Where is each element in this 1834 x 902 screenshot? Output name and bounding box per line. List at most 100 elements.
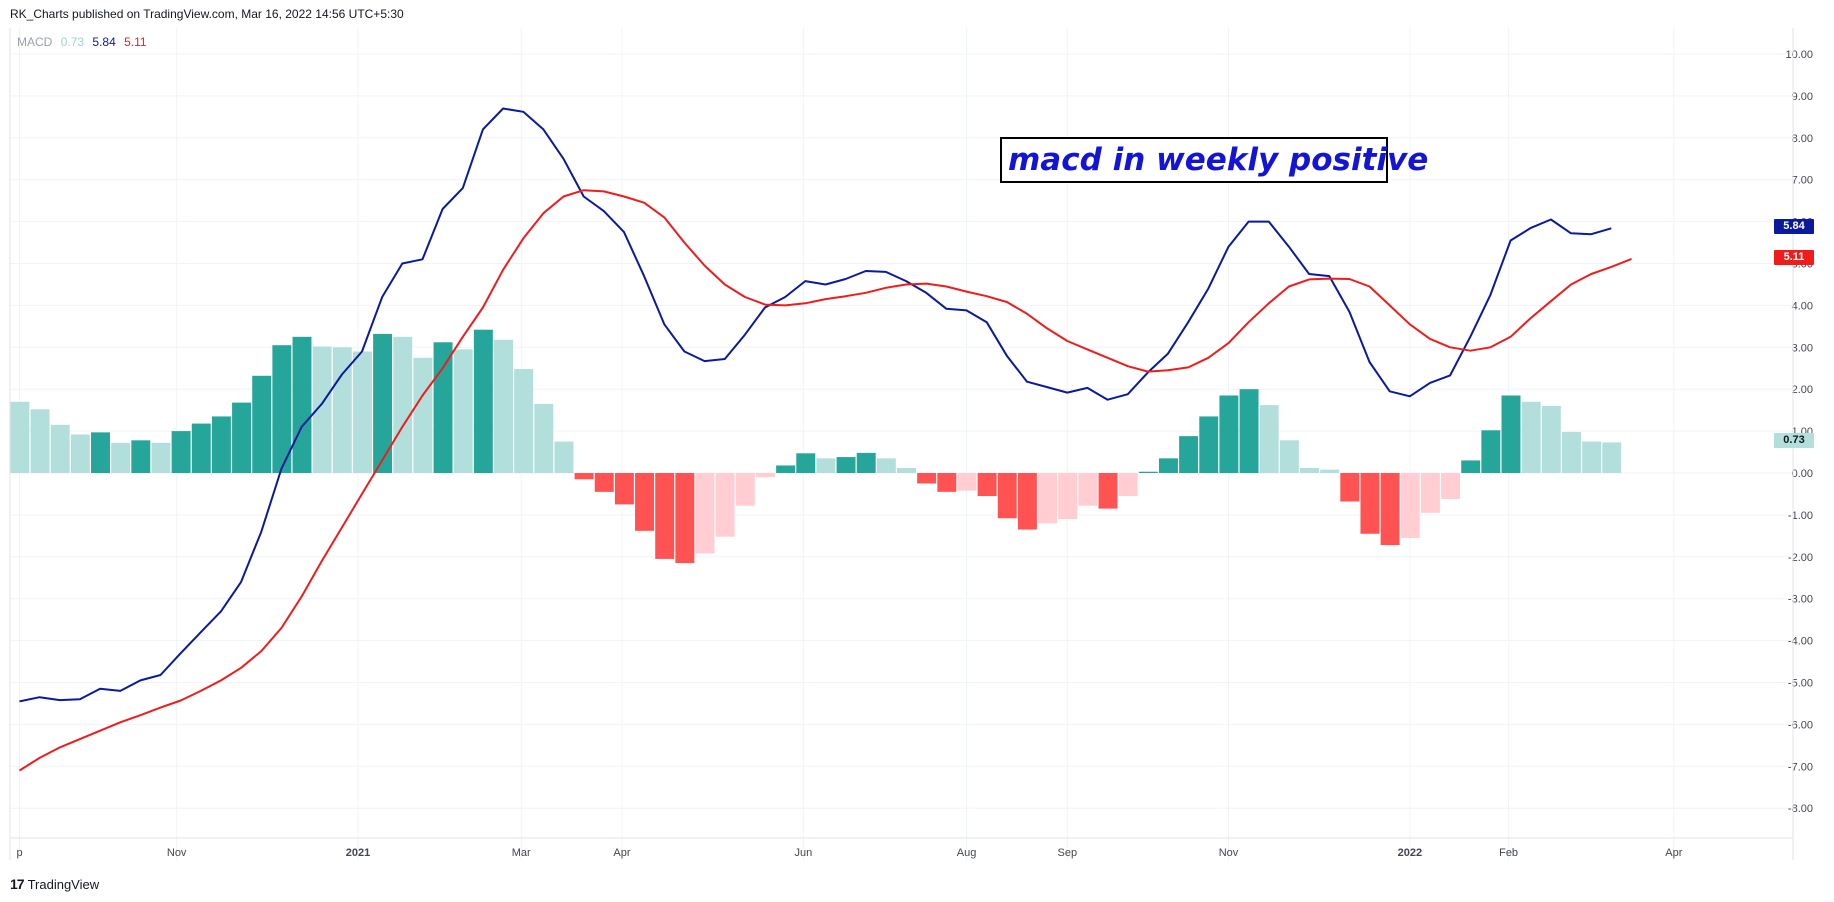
histogram-bar: [1098, 473, 1118, 509]
macd-line: [19, 107, 1612, 703]
histogram-bar: [191, 423, 211, 473]
histogram-bar: [695, 473, 715, 554]
histogram-bar: [776, 465, 796, 473]
histogram-bar: [1561, 431, 1581, 473]
histogram-bar: [635, 473, 655, 531]
x-tick-label: Nov: [1219, 847, 1239, 859]
signal-line: [18, 189, 1632, 772]
histogram-bar: [514, 369, 534, 473]
histogram-bar: [1582, 441, 1602, 473]
histogram-bar: [352, 351, 372, 473]
histogram-bar: [91, 432, 110, 473]
histogram-bar: [554, 441, 574, 473]
y-tick-label: 10.00: [1785, 49, 1813, 61]
histogram-bar: [70, 434, 90, 473]
histogram-bar: [393, 336, 413, 473]
histogram-bar: [876, 458, 896, 473]
histogram-bar: [1380, 473, 1400, 546]
x-tick-label: Aug: [957, 847, 977, 859]
histogram-bar: [574, 473, 594, 480]
published-header: RK_Charts published on TradingView.com, …: [10, 7, 404, 21]
histogram-bar: [796, 453, 816, 473]
tradingview-brand-label: TradingView: [27, 876, 100, 892]
histogram-bar: [373, 333, 393, 473]
histogram-bar: [494, 339, 513, 473]
histogram-bar: [232, 402, 252, 473]
histogram-bar: [252, 375, 272, 473]
histogram-bar: [755, 473, 775, 478]
histogram-bar: [131, 440, 151, 473]
histogram-bar: [1420, 473, 1440, 513]
histogram-bar: [1179, 436, 1199, 473]
histogram-bar: [1158, 458, 1178, 473]
x-tick-label: Apr: [1665, 847, 1682, 859]
x-tick-label: Feb: [1499, 847, 1518, 859]
tradingview-brand[interactable]: 17 TradingView: [10, 876, 99, 892]
y-tick-label: 3.00: [1792, 342, 1813, 354]
histogram-bars: [10, 329, 1622, 564]
histogram-bar: [151, 442, 171, 473]
y-tick-label: 9.00: [1792, 91, 1813, 103]
legend-macd-value: 5.84: [92, 35, 116, 49]
y-tick-label: -1.00: [1788, 510, 1813, 522]
histogram-bar: [171, 431, 191, 473]
histogram-bar: [1541, 405, 1561, 473]
y-tick-label: -3.00: [1788, 594, 1813, 606]
histogram-bar: [272, 345, 292, 473]
x-tick-label: Sep: [1058, 847, 1078, 859]
macd-price-label: 5.84: [1774, 219, 1814, 234]
histogram-bar: [332, 347, 352, 473]
histogram-bar: [1219, 395, 1239, 473]
histogram-bar: [1058, 473, 1078, 520]
x-tick-label: p: [16, 847, 22, 859]
x-tick-label: Nov: [167, 847, 187, 859]
histogram-bar: [655, 473, 675, 559]
tradingview-logo-icon: 17: [10, 876, 25, 892]
histogram-bar: [917, 473, 937, 484]
histogram-bar: [1360, 473, 1380, 534]
y-tick-label: 0.00: [1792, 468, 1813, 480]
histogram-bar: [1118, 473, 1138, 497]
histogram-bar: [312, 346, 332, 473]
histogram-bar: [111, 442, 131, 473]
x-tick-label: 2021: [346, 847, 370, 859]
histogram-bar: [836, 457, 856, 473]
histogram-bar: [816, 458, 836, 473]
y-tick-label: -5.00: [1788, 678, 1813, 690]
x-tick-label: 2022: [1398, 847, 1422, 859]
histogram-bar: [10, 401, 30, 473]
histogram-bar: [735, 473, 755, 506]
histogram-bar: [473, 329, 493, 473]
annotation-text-box[interactable]: macd in weekly positive: [1000, 137, 1428, 183]
histogram-bar: [1038, 473, 1058, 524]
indicator-legend[interactable]: MACD 0.73 5.84 5.11: [17, 35, 152, 49]
signal-price-label: 5.11: [1774, 250, 1814, 265]
histogram-bar: [856, 452, 876, 473]
histogram-bar: [413, 357, 433, 473]
histogram-bar: [977, 473, 997, 497]
y-tick-label: 8.00: [1792, 133, 1813, 145]
histogram-bar: [1017, 473, 1037, 530]
histogram-bar: [1320, 469, 1340, 473]
histogram-bar: [937, 473, 957, 492]
x-tick-label: Mar: [512, 847, 531, 859]
histogram-bar: [1340, 473, 1360, 502]
histogram-bar: [715, 473, 735, 537]
histogram-bar: [957, 473, 977, 491]
histogram-bar: [1400, 473, 1420, 538]
indicator-lines: [18, 107, 1632, 772]
histogram-bar: [30, 409, 50, 473]
histogram-bar: [1602, 442, 1622, 473]
histogram-bar: [594, 473, 614, 492]
histogram-bar: [211, 416, 231, 473]
y-tick-label: -6.00: [1788, 719, 1813, 731]
y-tick-label: -2.00: [1788, 552, 1813, 564]
histogram-bar: [292, 336, 312, 473]
histogram-bar: [1259, 405, 1279, 473]
y-tick-label: -8.00: [1788, 803, 1813, 815]
y-tick-label: -4.00: [1788, 636, 1813, 648]
y-tick-label: 4.00: [1792, 300, 1813, 312]
histogram-bar: [1138, 471, 1158, 473]
histogram-bar: [1501, 395, 1521, 473]
